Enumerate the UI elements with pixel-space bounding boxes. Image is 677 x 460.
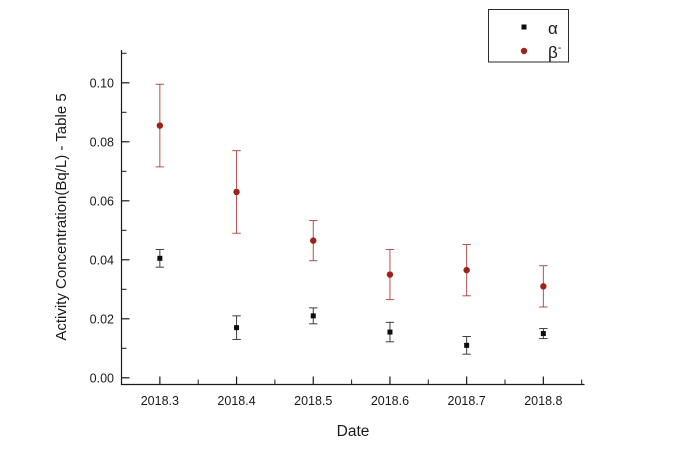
data-point-square — [464, 342, 470, 348]
y-tick-label: 0.04 — [90, 253, 114, 267]
y-tick-labels: 0.00 0.02 0.04 0.06 0.08 0.10 — [90, 76, 114, 385]
y-tick-label: 0.10 — [90, 76, 114, 90]
y-major-ticks — [121, 82, 130, 379]
x-tick-label: 2018.3 — [141, 394, 179, 408]
data-point-circle — [463, 266, 470, 274]
legend-alpha-label: α — [548, 19, 558, 38]
data-point-circle — [156, 122, 164, 129]
x-major-ticks — [159, 376, 544, 385]
x-tick-label: 2018.7 — [448, 394, 486, 408]
data-point-circle — [386, 271, 394, 278]
x-axis-title: Date — [337, 423, 370, 440]
data-point-square — [540, 331, 546, 337]
y-minor-ticks — [121, 52, 127, 349]
data-point-square — [234, 325, 240, 331]
legend-beta-marker — [520, 47, 528, 55]
axes: 0.000.020.040.060.080.10 2018.3 2018.4 201… — [90, 50, 585, 408]
series-beta — [155, 83, 548, 308]
legend-alpha-marker — [521, 24, 527, 30]
data-point-circle — [540, 283, 547, 290]
data-point-circle — [233, 188, 240, 196]
axis-spines — [120, 50, 585, 386]
data-point-circle — [310, 237, 317, 244]
x-tick-labels: 2018.3 2018.4 2018.5 2018.6 2018.7 2018.8 — [141, 394, 563, 408]
x-tick-label: 2018.5 — [294, 394, 332, 408]
y-tick-label: 0.00 — [90, 371, 114, 385]
x-tick-label: 2018.8 — [524, 394, 562, 408]
y-tick-label: 0.08 — [90, 135, 114, 149]
x-minor-ticks — [197, 379, 583, 385]
data-point-square — [157, 255, 163, 261]
y-axis-title: Activity Concentration(Bq/L) - Table 5 — [53, 93, 70, 340]
legend-beta-label: β- — [548, 42, 562, 62]
y-tick-label: 0.02 — [90, 312, 114, 326]
x-tick-label: 2018.6 — [371, 394, 409, 408]
legend: α β- — [488, 9, 569, 63]
legend-box — [488, 9, 569, 63]
series-alpha — [155, 248, 548, 355]
data-point-square — [310, 313, 316, 319]
y-tick-label: 0.06 — [90, 194, 114, 208]
x-tick-label: 2018.4 — [217, 394, 255, 408]
data-point-square — [387, 329, 393, 335]
data-series — [155, 83, 548, 355]
